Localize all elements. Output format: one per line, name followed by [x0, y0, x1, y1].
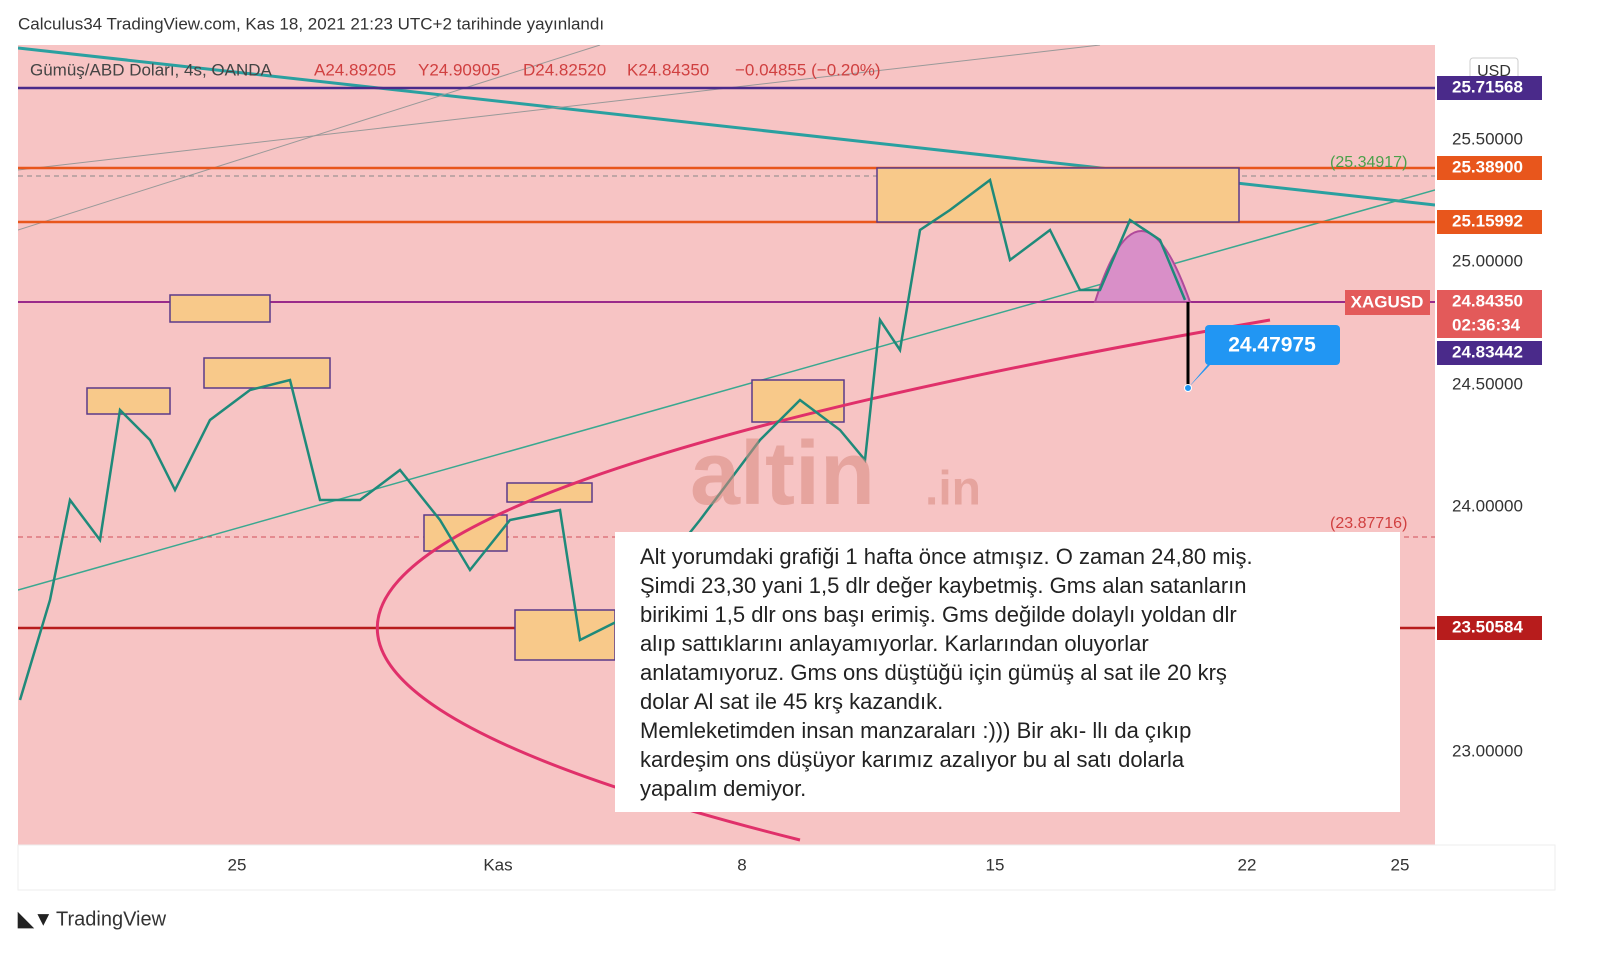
zone-box: [423, 514, 508, 552]
comment-line: alıp sattıklarını anlayamıyorlar. Karlar…: [640, 631, 1149, 656]
footer: TradingView: [56, 908, 167, 930]
legend-symbol: Gümüş/ABD Doları, 4s, OANDA: [30, 60, 273, 79]
price-axis-label: 25.00000: [1452, 251, 1523, 270]
callout-pointer: [1188, 362, 1210, 388]
price-label: 24.83442: [1452, 342, 1523, 361]
price-label: 25.38900: [1452, 157, 1523, 176]
price-label-bg: [1437, 210, 1542, 234]
zone-box: [203, 357, 331, 389]
callout-point: [1184, 384, 1192, 392]
legend-change: −0.04855 (−0.20%): [735, 60, 881, 79]
comment-line: dolar Al sat ile 45 krş kazandık.: [640, 689, 943, 714]
watermark: altin: [690, 424, 875, 524]
comment-line: kardeşim ons düşüyor karımız azalıyor bu…: [640, 747, 1185, 772]
time-axis-label: 15: [986, 855, 1005, 874]
price-label-bg: [1437, 341, 1542, 365]
comment-box: [615, 532, 1400, 812]
comment-line: Şimdi 23,30 yani 1,5 dlr değer kaybetmiş…: [640, 573, 1247, 598]
footer-logo: ◣▼: [17, 908, 53, 930]
legend-open: A24.89205: [314, 60, 396, 79]
currency[interactable]: USD: [1477, 63, 1511, 80]
symbol-tag: [1345, 290, 1430, 315]
comment-line: birikimi 1,5 dlr ons başı erimiş. Gms de…: [640, 602, 1237, 627]
level-label: (23.87716): [1330, 515, 1407, 532]
price-axis-label: 23.00000: [1452, 741, 1523, 760]
legend-high: Y24.90905: [418, 60, 500, 79]
comment-line: yapalım demiyor.: [640, 776, 806, 801]
comment-line: Memleketimden insan manzaraları :))) Bir…: [640, 718, 1191, 743]
legend-low: D24.82520: [523, 60, 606, 79]
price-label-bg: [1437, 156, 1542, 180]
price-label-bg: [1437, 290, 1542, 314]
zone-box: [876, 167, 1240, 223]
time-axis-label: 25: [1391, 855, 1410, 874]
callout-text: 24.47975: [1228, 334, 1316, 357]
trend-line: [18, 189, 1435, 591]
trend-line: [18, 45, 601, 231]
price-label-bg: [1437, 616, 1542, 640]
zone-box: [514, 609, 616, 661]
comment-line: Alt yorumdaki grafiği 1 hafta önce atmış…: [640, 544, 1253, 569]
symbol-tag-text: XAGUSD: [1351, 292, 1424, 311]
time-axis-labels: 25 Kas 8 15 22 25: [228, 855, 1410, 874]
level-label: (25.34917): [1330, 154, 1407, 171]
zone-box: [86, 387, 171, 415]
price-axis-label: 24.00000: [1452, 496, 1523, 515]
time-axis-label: Kas: [483, 855, 512, 874]
time-axis: [17, 844, 1556, 891]
price-axis-label: 25.50000: [1452, 129, 1523, 148]
price-label: 25.71568: [1452, 77, 1523, 96]
watermark: .in: [925, 463, 981, 516]
price-labels: 25.71568 25.38900 25.15992 24.84350 02:36:34…: [1437, 76, 1542, 640]
legend-close: K24.84350: [627, 60, 709, 79]
comment-line: anlatamıyoruz. Gms ons düştüğü için gümü…: [640, 660, 1227, 685]
price-axis-labels: 25.50000 25.00000 24.50000 24.00000 23.00000: [1452, 129, 1523, 760]
price-label: 23.50584: [1452, 617, 1523, 636]
time-axis-label: 25: [228, 855, 247, 874]
price-label: 02:36:34: [1452, 315, 1521, 334]
header-title: Calculus34 TradingView.com, Kas 18, 2021…: [18, 14, 604, 33]
time-axis-label: 22: [1238, 855, 1257, 874]
price-label-bg: [1437, 314, 1542, 338]
comment: Alt yorumdaki grafiği 1 hafta önce atmış…: [640, 544, 1253, 801]
price-label-bg: [1437, 76, 1542, 100]
callout: [1205, 325, 1340, 365]
time-axis-label: 8: [737, 855, 746, 874]
price-axis-label: 24.50000: [1452, 374, 1523, 393]
price-label: 25.15992: [1452, 211, 1523, 230]
zone-box: [169, 294, 271, 323]
trend-line: [18, 45, 1101, 171]
price-label: 24.84350: [1452, 291, 1523, 310]
